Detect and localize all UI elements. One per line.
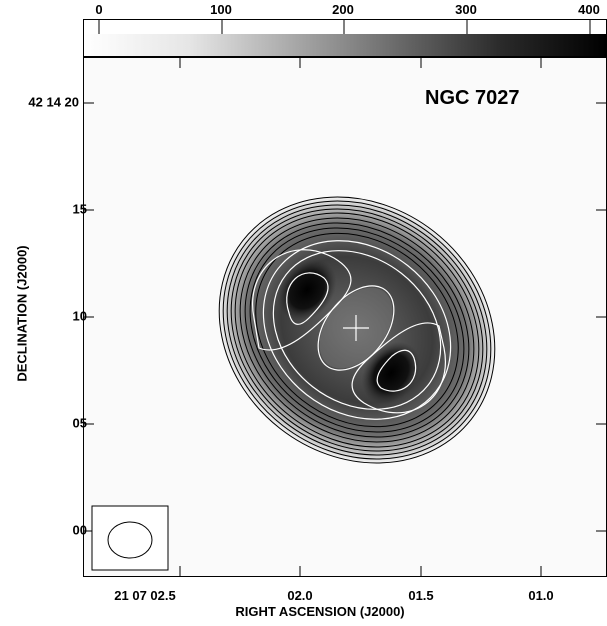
x-tick-label: 01.0 bbox=[528, 588, 554, 603]
image-panel bbox=[83, 57, 607, 577]
colorbar-tick-300: 300 bbox=[455, 2, 477, 17]
beam-ellipse-icon bbox=[91, 505, 169, 571]
chart-title: NGC 7027 bbox=[425, 87, 520, 109]
colorbar bbox=[83, 19, 607, 57]
colorbar-tick-400: 400 bbox=[578, 2, 600, 17]
y-tick-label: 05 bbox=[72, 415, 87, 431]
nebula-map bbox=[84, 58, 606, 576]
y-tick-label: 10 bbox=[72, 308, 87, 324]
colorbar-tick-200: 200 bbox=[332, 2, 354, 17]
center-cross-icon bbox=[343, 315, 369, 341]
lobe-northeast bbox=[277, 258, 337, 322]
x-tick-label: 01.5 bbox=[408, 588, 434, 603]
nebula-body bbox=[218, 196, 496, 464]
y-axis-label: DECLINATION (J2000) bbox=[14, 245, 30, 382]
x-tick-label: 21 07 02.5 bbox=[114, 588, 176, 603]
y-tick-label: 15 bbox=[72, 201, 87, 217]
y-tick-label: 00 bbox=[72, 522, 87, 538]
colorbar-tick-100: 100 bbox=[210, 2, 232, 17]
colorbar-tick-0: 0 bbox=[95, 2, 103, 17]
colorbar-gradient bbox=[84, 20, 606, 56]
x-axis-label: RIGHT ASCENSION (J2000) bbox=[235, 604, 405, 619]
y-tick-label: 42 14 20 bbox=[28, 94, 79, 110]
lobe-southwest bbox=[361, 341, 421, 405]
x-tick-label: 02.0 bbox=[287, 588, 313, 603]
